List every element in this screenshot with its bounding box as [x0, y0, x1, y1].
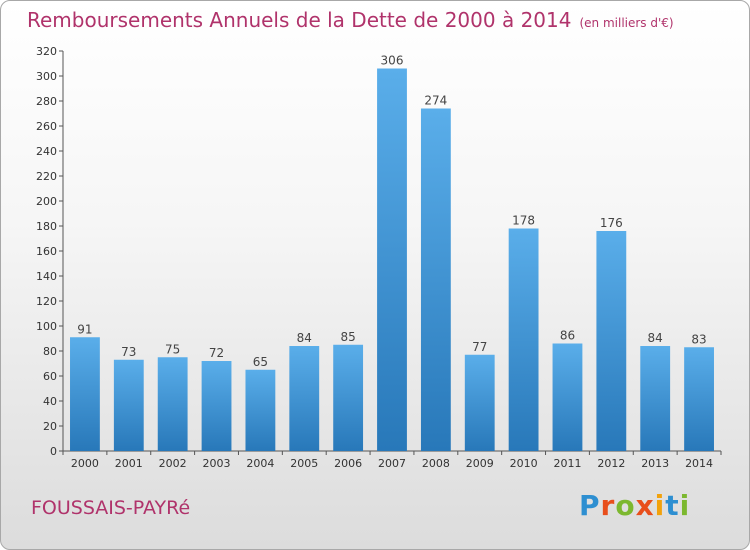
data-label: 77 [472, 340, 487, 354]
y-tick-label: 260 [36, 120, 57, 133]
bar [420, 108, 451, 451]
x-tick-label: 2012 [597, 457, 625, 470]
data-label: 84 [648, 331, 663, 345]
logo-letter: t [665, 489, 680, 522]
bar [552, 343, 583, 451]
bar [245, 369, 276, 451]
bar-chart: 0 20 40 60 80 100 120 140 160 180 200 220 240 260 280 3… [36, 45, 722, 470]
data-label: 274 [424, 94, 447, 108]
x-tick-label: 2009 [466, 457, 494, 470]
x-tick-label: 2010 [510, 457, 538, 470]
x-tick-label: 2006 [334, 457, 362, 470]
place-name: FOUSSAIS-PAYRé [31, 497, 191, 519]
data-label: 85 [340, 330, 355, 344]
data-label: 75 [165, 342, 180, 356]
x-tick-label: 2004 [246, 457, 274, 470]
y-tick-label: 280 [36, 95, 57, 108]
x-tick-label: 2013 [641, 457, 669, 470]
x-tick-label: 2003 [203, 457, 231, 470]
bar [377, 68, 407, 451]
x-tick-label: 2007 [378, 457, 406, 470]
y-tick-label: 200 [36, 195, 57, 208]
bar [333, 344, 364, 451]
logo-letter: P [579, 489, 601, 522]
x-tick-label: 2001 [115, 457, 143, 470]
data-label: 306 [381, 54, 404, 68]
x-tick-label: 2008 [422, 457, 450, 470]
x-tick-label: 2000 [71, 457, 99, 470]
x-tick-label: 2005 [290, 457, 318, 470]
y-tick-label: 240 [36, 145, 57, 158]
y-tick-label: 140 [36, 270, 57, 283]
chart-unit: (en milliers d'€) [579, 16, 674, 30]
y-tick-label: 300 [36, 70, 57, 83]
bar [157, 357, 188, 451]
axes: 0 20 40 60 80 100 120 140 160 180 200 220 240 260 280 3… [36, 45, 722, 470]
bar [70, 337, 100, 451]
data-label: 72 [209, 346, 224, 360]
logo-letter: x [635, 489, 655, 522]
logo-letter: i [654, 489, 666, 522]
y-tick-label: 180 [36, 220, 57, 233]
bar [508, 228, 539, 451]
data-label: 73 [121, 345, 136, 359]
bar [464, 354, 495, 451]
data-label: 83 [691, 332, 706, 346]
bar [596, 231, 627, 451]
data-label: 91 [77, 322, 92, 336]
proxiti-logo: Proxiti [579, 489, 690, 522]
x-tick-label: 2014 [685, 457, 713, 470]
logo-letter: i [679, 489, 691, 522]
y-tick-label: 0 [50, 445, 57, 458]
x-tick-label: 2002 [159, 457, 187, 470]
data-label: 65 [253, 355, 268, 369]
data-label: 84 [297, 331, 312, 345]
bar [201, 361, 232, 451]
logo-letter: r [600, 489, 616, 522]
y-tick-label: 40 [43, 395, 57, 408]
y-tick-label: 80 [43, 345, 57, 358]
logo-letter: o [615, 489, 636, 522]
y-tick-label: 220 [36, 170, 57, 183]
y-tick-label: 320 [36, 45, 57, 58]
y-tick-label: 20 [43, 420, 57, 433]
bar [113, 359, 144, 451]
data-label: 178 [512, 214, 535, 228]
chart-title: Remboursements Annuels de la Dette de 20… [27, 8, 674, 32]
bar [684, 347, 714, 451]
y-tick-label: 120 [36, 295, 57, 308]
y-tick-label: 160 [36, 245, 57, 258]
data-label: 86 [560, 329, 575, 343]
y-tick-label: 60 [43, 370, 57, 383]
data-label: 176 [600, 216, 623, 230]
bar [289, 346, 320, 451]
bars: 91 73 75 72 65 84 85 306 274 77 178 86 176 84 83 [70, 54, 714, 451]
chart-title-text: Remboursements Annuels de la Dette de 20… [27, 8, 572, 32]
x-tick-label: 2011 [553, 457, 581, 470]
bar [640, 346, 671, 451]
y-tick-label: 100 [36, 320, 57, 333]
